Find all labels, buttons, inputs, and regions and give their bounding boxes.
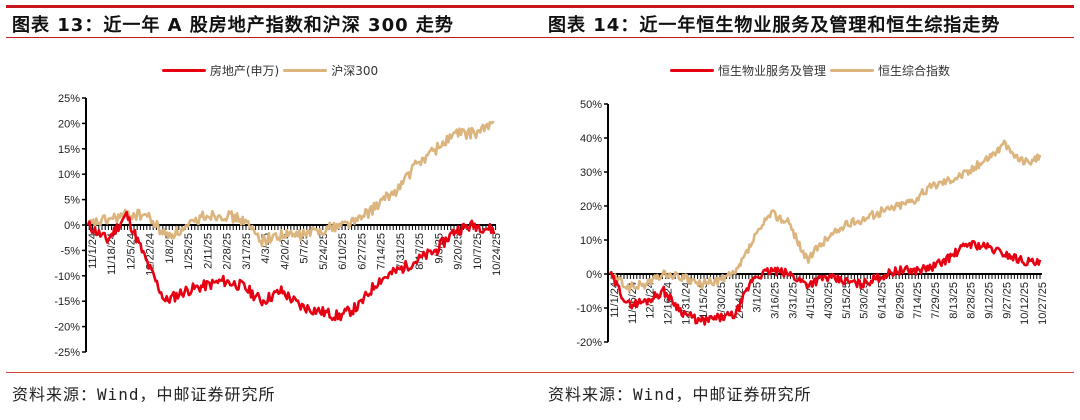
y-tick-label: 15% xyxy=(58,144,80,156)
x-tick-label: 3/17/25 xyxy=(241,233,253,270)
x-tick-label: 8/28/25 xyxy=(966,282,978,319)
x-tick-label: 2/11/25 xyxy=(202,233,214,269)
y-tick-label: 0% xyxy=(64,220,80,232)
x-tick-label: 10/12/25 xyxy=(1019,282,1031,325)
x-tick-label: 6/27/25 xyxy=(356,233,368,270)
series-line-0 xyxy=(608,239,1042,326)
y-tick-label: -25% xyxy=(54,347,80,359)
x-tick-label: 11/16/24 xyxy=(627,282,639,324)
y-tick-label: 20% xyxy=(580,201,602,213)
x-tick-label: 7/14/25 xyxy=(912,282,924,319)
left-chart-panel: 图表 13：近一年 A 股房地产指数和沪深 300 走势 房地产(申万) 沪深3… xyxy=(0,5,540,404)
chart-title: 图表 14：近一年恒生物业服务及管理和恒生综指走势 xyxy=(548,15,1001,36)
x-tick-label: 2/28/25 xyxy=(222,233,234,270)
x-tick-label: 11/1/24 xyxy=(609,282,621,318)
y-tick-label: 50% xyxy=(580,99,602,111)
x-tick-label: 12/5/24 xyxy=(125,233,137,270)
y-tick-label: 5% xyxy=(64,195,80,207)
x-tick-label: 1/15/25 xyxy=(698,282,710,319)
x-tick-label: 7/31/25 xyxy=(395,233,407,270)
bottom-rule xyxy=(540,372,1074,373)
x-tick-label: 7/14/25 xyxy=(376,233,388,270)
x-tick-label: 3/1/25 xyxy=(752,282,764,313)
series-line-0 xyxy=(86,210,496,322)
legend-item-hs-property: 恒生物业服务及管理 xyxy=(669,62,826,79)
y-tick-label: -15% xyxy=(54,296,80,308)
legend-item-realestate: 房地产(申万) xyxy=(161,62,280,79)
y-tick-label: 10% xyxy=(580,235,602,247)
x-tick-label: 11/18/24 xyxy=(106,233,118,275)
x-tick-label: 4/20/25 xyxy=(279,233,291,270)
x-tick-label: 4/30/25 xyxy=(823,282,835,319)
y-tick-label: -10% xyxy=(54,271,80,283)
x-tick-label: 12/31/24 xyxy=(680,282,692,325)
y-tick-label: 20% xyxy=(58,118,80,130)
y-tick-label: 30% xyxy=(580,167,602,179)
y-tick-label: 25% xyxy=(58,93,80,105)
x-tick-label: 6/14/25 xyxy=(877,282,889,319)
y-tick-label: -20% xyxy=(576,337,602,349)
bottom-rule xyxy=(6,372,540,373)
right-chart-panel: 图表 14：近一年恒生物业服务及管理和恒生综指走势 恒生物业服务及管理 恒生综合… xyxy=(540,0,1080,420)
y-tick-label: -20% xyxy=(54,322,80,334)
x-tick-label: 9/27/25 xyxy=(1001,282,1013,319)
x-tick-label: 10/7/25 xyxy=(472,233,484,270)
x-tick-label: 5/30/25 xyxy=(859,282,871,319)
legend-label: 恒生综合指数 xyxy=(878,64,951,78)
y-tick-label: -5% xyxy=(60,245,80,257)
legend-swatch-tan xyxy=(830,69,874,72)
chart-title: 图表 13：近一年 A 股房地产指数和沪深 300 走势 xyxy=(12,15,454,36)
legend-label: 房地产(申万) xyxy=(209,64,280,78)
x-tick-label: 6/29/25 xyxy=(894,282,906,319)
source-note: 资料来源：Wind，中邮证券研究所 xyxy=(12,385,276,404)
series-line-1 xyxy=(86,120,495,248)
legend-swatch-tan xyxy=(283,69,328,72)
x-tick-label: 6/10/25 xyxy=(337,233,349,270)
x-tick-label: 11/1/24 xyxy=(87,233,99,269)
chart-legend: 恒生物业服务及管理 恒生综合指数 xyxy=(540,62,1080,79)
y-tick-label: 40% xyxy=(580,133,602,145)
legend-label: 恒生物业服务及管理 xyxy=(717,64,826,78)
top-rule xyxy=(6,5,540,8)
top-rule xyxy=(540,5,1074,8)
x-tick-label: 10/27/25 xyxy=(1037,282,1049,325)
x-tick-label: 9/20/25 xyxy=(453,233,465,270)
x-tick-label: 10/24/25 xyxy=(491,233,503,276)
x-tick-label: 1/8/25 xyxy=(164,233,176,264)
y-tick-label: -10% xyxy=(576,303,602,315)
x-tick-label: 5/24/25 xyxy=(318,233,330,270)
x-tick-label: 3/31/25 xyxy=(787,282,799,319)
x-tick-label: 3/16/25 xyxy=(770,282,782,319)
x-tick-label: 7/29/25 xyxy=(930,282,942,319)
x-tick-label: 4/15/25 xyxy=(805,282,817,319)
legend-item-csi300: 沪深300 xyxy=(283,62,378,79)
line-chart-a-share: 25% 20% 15% 10% 5% 0% -5% -10% -15% -20% -25% 11/1/… xyxy=(54,93,503,359)
legend-swatch-red xyxy=(161,69,206,72)
source-note: 资料来源：Wind，中邮证券研究所 xyxy=(548,385,812,404)
x-tick-label: 1/25/25 xyxy=(183,233,195,270)
title-rule xyxy=(6,37,540,38)
legend-swatch-red xyxy=(669,69,714,72)
title-rule xyxy=(540,37,1074,38)
x-tick-label: 1/30/25 xyxy=(716,282,728,319)
x-tick-label: 5/15/25 xyxy=(841,282,853,319)
y-tick-label: 10% xyxy=(58,169,80,181)
series-line-1 xyxy=(608,139,1042,293)
x-tick-label: 8/13/25 xyxy=(948,282,960,319)
x-tick-label: 9/12/25 xyxy=(984,282,996,319)
y-tick-label: 0% xyxy=(586,269,602,281)
legend-label: 沪深300 xyxy=(331,64,379,78)
line-chart-hang-seng: 50% 40% 30% 20% 10% 0% -10% -20% 11/1/24 11/16/24… xyxy=(576,99,1049,349)
legend-item-hs-composite: 恒生综合指数 xyxy=(830,62,950,79)
chart-legend: 房地产(申万) 沪深300 xyxy=(0,62,540,79)
